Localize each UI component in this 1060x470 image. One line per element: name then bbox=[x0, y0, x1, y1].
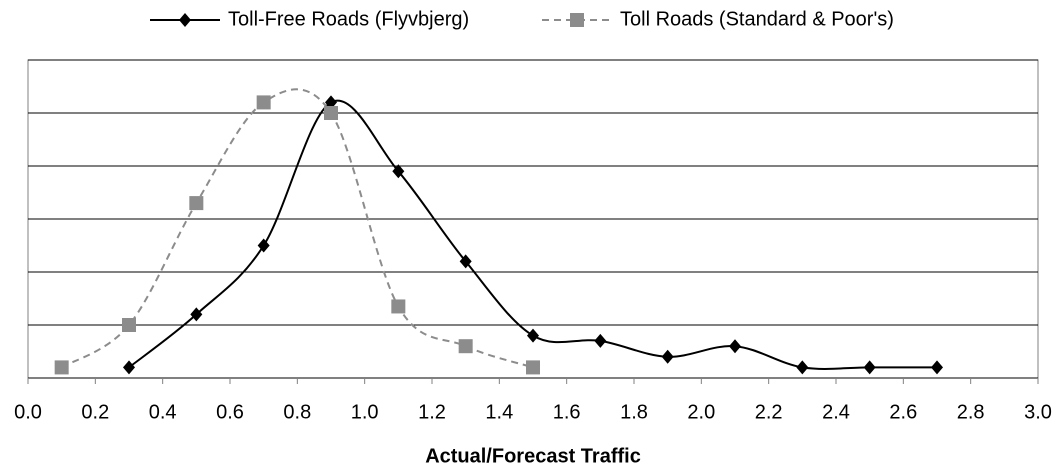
data-point bbox=[459, 254, 472, 269]
data-point bbox=[863, 360, 876, 375]
data-point bbox=[189, 196, 204, 211]
data-point bbox=[527, 328, 539, 343]
x-tick-label: 2.6 bbox=[889, 401, 917, 423]
data-point bbox=[122, 318, 136, 332]
data-point bbox=[526, 360, 540, 375]
x-axis-label: Actual/Forecast Traffic bbox=[425, 445, 641, 467]
data-point bbox=[392, 164, 405, 179]
x-tick-label: 2.4 bbox=[822, 401, 850, 423]
x-tick-label: 0.0 bbox=[14, 401, 42, 423]
x-tick-label: 0.2 bbox=[81, 401, 109, 423]
data-point bbox=[729, 339, 741, 354]
x-tick-label: 2.2 bbox=[755, 401, 783, 423]
data-point bbox=[931, 360, 943, 375]
x-tick-label: 1.4 bbox=[485, 401, 513, 423]
x-tick-label: 1.2 bbox=[418, 401, 446, 423]
data-point bbox=[54, 360, 69, 375]
legend-marker bbox=[179, 13, 191, 27]
data-point bbox=[257, 238, 270, 253]
x-tick-label: 0.4 bbox=[149, 401, 177, 423]
data-point bbox=[796, 360, 809, 375]
data-point bbox=[458, 339, 473, 354]
x-tick-label: 2.8 bbox=[957, 401, 985, 423]
x-tick-label: 1.6 bbox=[553, 401, 581, 423]
legend-label: Toll-Free Roads (Flyvbjerg) bbox=[228, 8, 469, 30]
data-point bbox=[391, 299, 406, 314]
data-point bbox=[325, 95, 337, 110]
data-point bbox=[190, 307, 203, 322]
x-tick-label: 1.8 bbox=[620, 401, 648, 423]
data-point bbox=[256, 95, 271, 110]
series-line bbox=[61, 88, 534, 369]
x-tick-label: 1.0 bbox=[351, 401, 379, 423]
data-point bbox=[123, 360, 135, 375]
data-point bbox=[324, 106, 338, 120]
x-tick-label: 0.8 bbox=[283, 401, 311, 423]
x-tick-label: 0.6 bbox=[216, 401, 244, 423]
data-point bbox=[661, 349, 674, 364]
legend-marker bbox=[570, 13, 584, 27]
x-tick-label: 2.0 bbox=[687, 401, 715, 423]
legend-label: Toll Roads (Standard & Poor's) bbox=[620, 8, 894, 30]
x-tick-label: 3.0 bbox=[1024, 401, 1052, 423]
data-point bbox=[594, 333, 607, 348]
